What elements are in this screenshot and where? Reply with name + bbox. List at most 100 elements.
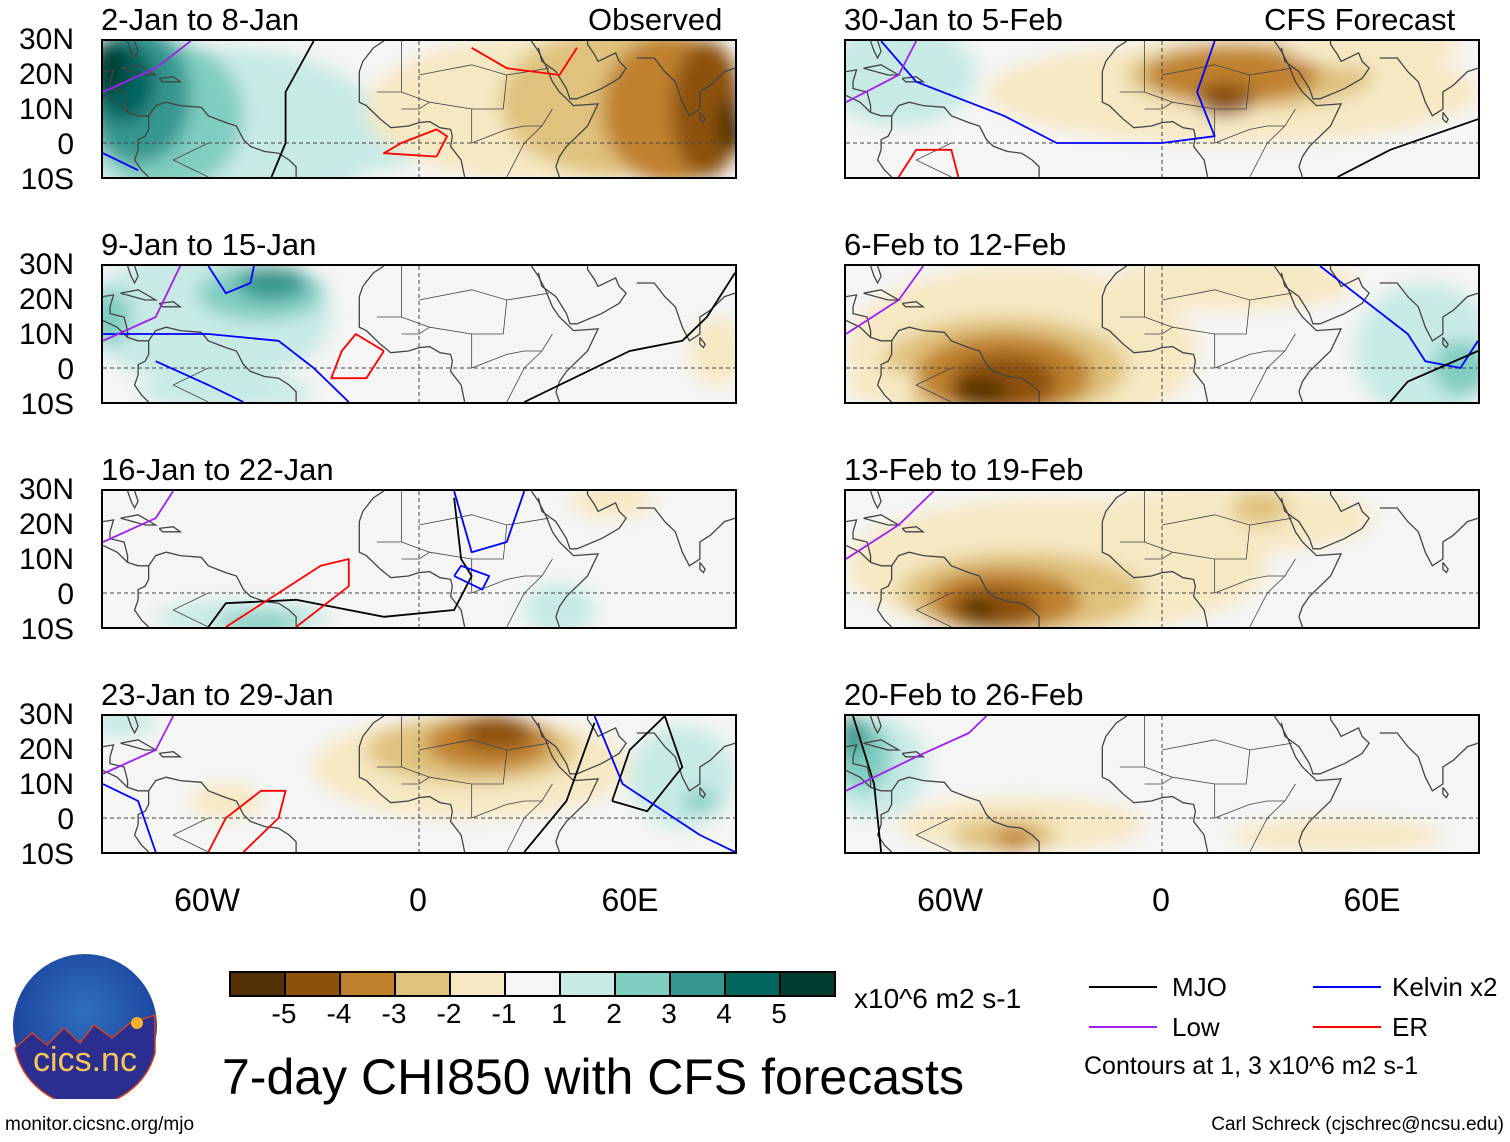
lat-label: 10S: [20, 163, 74, 196]
colorbar-units: x10^6 m2 s-1: [854, 983, 1022, 1014]
border: [507, 743, 549, 750]
coastline: [538, 41, 626, 99]
coastline: [103, 770, 128, 787]
lat-label: 30N: [18, 473, 74, 506]
coastline: [902, 752, 923, 757]
coastline: [121, 65, 156, 75]
coastline: [1274, 266, 1341, 402]
legend-kelvin-label: Kelvin x2: [1392, 972, 1498, 1002]
kelvin-contour: [103, 334, 349, 402]
coastline: [1102, 491, 1207, 627]
coastline: [1281, 266, 1369, 324]
anomaly-region: [1109, 266, 1356, 311]
colorbar-swatch: [561, 973, 616, 995]
coastline: [159, 527, 180, 532]
map-panel: [844, 39, 1480, 179]
coastline: [1102, 41, 1207, 177]
lat-label: 0: [57, 578, 74, 611]
legend-er-label: ER: [1392, 1012, 1429, 1042]
coastline: [1443, 112, 1448, 122]
lat-label: 0: [57, 128, 74, 161]
border: [1250, 784, 1296, 852]
coastline: [846, 520, 1039, 627]
coastline: [700, 337, 705, 347]
low-contour: [103, 41, 191, 92]
anomaly-region: [138, 374, 314, 402]
figure-title: 7-day CHI850 with CFS forecasts: [222, 1049, 964, 1105]
coastline: [1380, 283, 1478, 341]
coastline: [103, 320, 128, 337]
border: [401, 327, 429, 334]
mjo-contour: [272, 41, 314, 177]
coastline: [1102, 716, 1207, 852]
anomaly-region: [524, 582, 595, 627]
kelvin-contour: [208, 266, 254, 293]
coastline: [1443, 787, 1448, 797]
anomaly-region: [993, 828, 1036, 849]
anomaly-region: [1232, 818, 1443, 852]
lon-label: 60W: [917, 882, 983, 918]
coastline: [846, 745, 1039, 852]
border: [173, 143, 208, 177]
colorbar-swatch: [506, 973, 561, 995]
coastline: [902, 527, 923, 532]
border: [1215, 559, 1285, 593]
map-panel: [101, 489, 737, 629]
lat-label: 10N: [18, 93, 74, 126]
legend-er-line: [1313, 1026, 1381, 1028]
coastline: [359, 716, 464, 852]
coastline: [128, 491, 139, 508]
coastline: [103, 70, 296, 177]
coastline: [700, 787, 705, 797]
panel-title: 2-Jan to 8-Jan: [101, 2, 300, 37]
border: [916, 593, 951, 627]
colorbar: [229, 971, 836, 997]
lat-label: 10S: [20, 613, 74, 646]
border: [1144, 552, 1172, 559]
map-panel: [844, 489, 1480, 629]
kelvin-contour: [454, 491, 524, 552]
kelvin-contour: [103, 153, 138, 170]
coastline: [1281, 41, 1369, 99]
colorbar-swatch: [781, 973, 834, 995]
coastline: [1274, 716, 1341, 852]
panel-title: 6-Feb to 12-Feb: [844, 227, 1067, 262]
anomaly-region: [103, 716, 156, 737]
lat-label: 10S: [20, 388, 74, 421]
kelvin-contour: [454, 566, 489, 590]
panel-title: 23-Jan to 29-Jan: [101, 677, 334, 712]
legend-low-line: [1089, 1026, 1157, 1028]
coastline: [846, 320, 871, 337]
panel-title: 9-Jan to 15-Jan: [101, 227, 317, 262]
coastline: [159, 77, 180, 82]
er-contour: [208, 791, 285, 852]
lat-label: 20N: [18, 733, 74, 766]
coastline: [135, 341, 149, 402]
coastline: [359, 266, 464, 402]
border: [507, 293, 549, 300]
source-url[interactable]: monitor.cicsnc.org/mjo: [5, 1114, 195, 1135]
coastline: [135, 791, 149, 852]
border: [916, 368, 951, 402]
legend-mjo-line: [1089, 986, 1157, 988]
panel-title: 16-Jan to 22-Jan: [101, 452, 334, 487]
coastline: [871, 266, 882, 283]
er-contour: [899, 150, 959, 177]
low-contour: [846, 41, 916, 102]
mjo-contour: [1338, 119, 1478, 177]
lat-label: 10N: [18, 543, 74, 576]
border: [173, 368, 208, 402]
colorbar-tick-label: 1: [551, 998, 567, 1029]
border: [1144, 777, 1172, 784]
anomaly-region: [717, 98, 735, 154]
border: [173, 593, 208, 627]
coastline: [538, 491, 626, 549]
border: [401, 777, 429, 784]
coastline: [531, 491, 598, 627]
coastline: [878, 791, 892, 852]
colorbar-tick-label: 2: [606, 998, 622, 1029]
coastline: [871, 41, 882, 58]
low-contour: [103, 266, 180, 341]
mjo-contour: [524, 723, 594, 852]
svg-text:cics.nc: cics.nc: [33, 1041, 137, 1079]
